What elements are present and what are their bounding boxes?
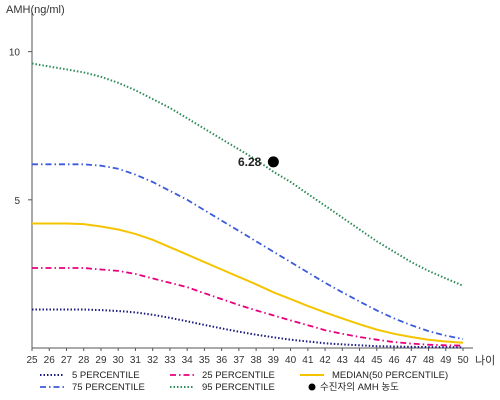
x-tick-label: 28 — [78, 355, 90, 366]
legend-swatch — [308, 383, 316, 391]
y-tick-label: 5 — [14, 196, 20, 207]
x-tick-label: 47 — [406, 355, 418, 366]
legend-label: 25 PERCENTILE — [202, 370, 275, 381]
legend-label: 수진자의 AMH 농도 — [320, 382, 399, 393]
patient-amh-value-label: 6.28 — [238, 155, 262, 169]
x-tick-label: 40 — [285, 355, 297, 366]
x-tick-label: 48 — [423, 355, 435, 366]
series-line-25-percentile — [32, 267, 464, 347]
x-tick-label: 29 — [95, 355, 107, 366]
series-line-median-50-percentile — [32, 222, 464, 344]
x-tick-label: 33 — [164, 355, 176, 366]
x-tick-label: 32 — [147, 355, 159, 366]
x-axis-label: 나이 — [475, 354, 495, 367]
series-line-95-percentile — [31, 62, 464, 287]
x-tick-label: 27 — [61, 355, 73, 366]
series-line-5-percentile — [32, 308, 464, 349]
x-tick-label: 38 — [251, 355, 263, 366]
legend-label: 5 PERCENTILE — [72, 370, 140, 381]
x-tick-label: 49 — [440, 355, 452, 366]
x-tick-label: 42 — [320, 355, 332, 366]
legend-label: 75 PERCENTILE — [72, 382, 145, 393]
x-tick-label: 39 — [268, 355, 280, 366]
y-tick-label: 10 — [9, 48, 21, 59]
legend-label: MEDIAN(50 PERCENTILE) — [332, 370, 448, 381]
x-tick-label: 50 — [457, 355, 469, 366]
x-tick-label: 35 — [199, 355, 211, 366]
x-tick-label: 43 — [337, 355, 349, 366]
x-tick-label: 45 — [371, 355, 383, 366]
x-tick-label: 44 — [354, 355, 366, 366]
x-tick-label: 37 — [233, 355, 245, 366]
x-tick-label: 36 — [216, 355, 228, 366]
legend-label: 95 PERCENTILE — [202, 382, 275, 393]
x-tick-label: 46 — [388, 355, 400, 366]
patient-amh-point — [267, 156, 279, 168]
y-axis-label: AMH(ng/ml) — [6, 4, 65, 16]
x-tick-label: 30 — [113, 355, 125, 366]
x-tick-label: 31 — [130, 355, 142, 366]
x-tick-label: 25 — [26, 355, 38, 366]
x-tick-label: 26 — [44, 355, 56, 366]
x-tick-label: 34 — [182, 355, 194, 366]
series-line-75-percentile — [32, 163, 464, 340]
x-tick-label: 41 — [302, 355, 314, 366]
